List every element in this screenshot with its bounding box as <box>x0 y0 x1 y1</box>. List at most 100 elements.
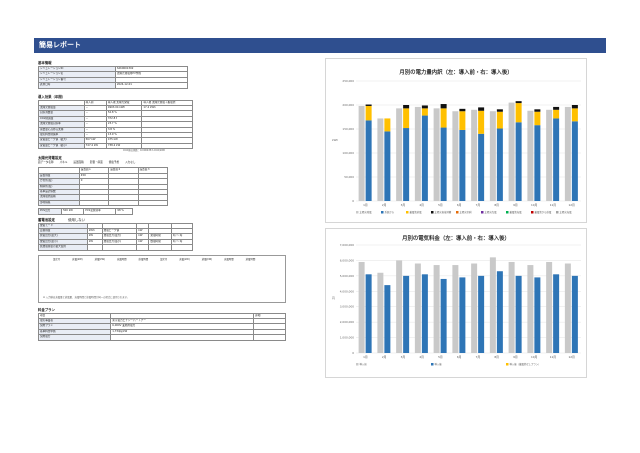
storage-heading: 蓄電池設定 使用しない <box>38 218 328 222</box>
schedule-note: ※ 入力値は充電量と放電量、充電時間と放電時間が同一の場合に使用されます。 <box>43 295 130 299</box>
bar-after-0 <box>384 285 391 353</box>
x-tick-label: 1月 <box>363 203 368 207</box>
legend-swatch <box>356 211 359 214</box>
bar-after-0 <box>403 128 410 201</box>
cost-chart: 月別の電気料金（左：導入前・右：導入後） 0 1,000,000 2,000,000… <box>325 228 587 378</box>
bar-after-0 <box>365 120 372 201</box>
bar-after-2 <box>534 109 541 112</box>
legend-swatch <box>506 211 509 214</box>
storage-row: 充放電容量の最大使用 <box>38 244 194 251</box>
bar-before <box>414 106 421 201</box>
legend-label: 系統から <box>385 210 395 214</box>
solar-row-cell <box>137 199 169 207</box>
bar-before <box>433 265 440 353</box>
legend-label: 蓄電池充電 <box>510 210 523 214</box>
schedule-header-item: 充電(kW) <box>72 257 83 261</box>
bar-before <box>546 109 553 201</box>
bar-after-0 <box>515 122 522 201</box>
y-axis-label: 円 <box>332 296 335 300</box>
y-tick-label: 0 <box>352 199 354 203</box>
bar-after-1 <box>571 108 578 122</box>
legend-label: 導入後（蓄電池なしプラン） <box>510 362 541 366</box>
bar-after-2 <box>478 107 485 111</box>
effect-row-cell: 567 kW <box>83 137 107 144</box>
x-tick-label: 8月 <box>494 203 499 207</box>
bar-after-0 <box>403 275 410 353</box>
bar-after-0 <box>515 275 522 353</box>
solar-line: 面データ名称 パネル 設置面積 影響・斜面 発電予想 入力なし <box>38 161 328 165</box>
bar-after-2 <box>571 105 578 109</box>
energy-chart: 月別の電力量内訳（左：導入前・右：導入後） 0 50,000 100,000 150,… <box>325 58 587 223</box>
x-tick-label: 6月 <box>457 355 462 359</box>
y-tick-label: 200,000 <box>342 103 354 107</box>
schedule-header-item: 充電(kW) <box>179 257 190 261</box>
effect-row: 受電量ピーク値（最小） 747.4 kW 738.2 kW <box>38 142 193 150</box>
pcs-row: PCS出力 500 kW PCS変換効率 98 % <box>38 208 133 215</box>
effect-row-cell <box>141 142 193 150</box>
bar-after-0 <box>553 118 560 201</box>
legend-label: 太陽光直接消費 <box>435 210 452 214</box>
bar-before <box>527 110 534 201</box>
bar-after-0 <box>553 274 560 353</box>
y-tick-label: 1,000,000 <box>340 336 354 340</box>
storage-status: 使用しない <box>68 217 86 222</box>
pcs-row-cell: 500 kW <box>60 208 85 215</box>
bar-after-0 <box>421 115 428 201</box>
schedule-header-item: 放電時間 <box>138 257 149 261</box>
bar-before <box>471 109 478 201</box>
bar-after-0 <box>571 275 578 353</box>
bar-after-2 <box>496 109 503 112</box>
bar-after-0 <box>534 125 541 201</box>
y-tick-label: 6,000,000 <box>340 258 354 262</box>
legend-swatch <box>481 211 484 214</box>
legend-swatch <box>556 211 559 214</box>
x-tick-label: 11月 <box>550 355 557 359</box>
bar-before <box>508 261 515 353</box>
bar-after-1 <box>365 105 372 121</box>
y-tick-label: 0 <box>352 351 354 355</box>
tariff-heading: 料金プラン <box>38 307 55 312</box>
x-tick-label: 3月 <box>401 355 406 359</box>
legend-label: 導入前 <box>360 362 368 366</box>
legend-label: 蓄電池から放電 <box>535 210 552 214</box>
solar-row-cell: 部材損失 <box>38 199 80 207</box>
bar-after-0 <box>421 274 428 353</box>
y-axis-label: kWh <box>332 138 338 142</box>
basic-table: シミュレーションID S2K0001302 シミュレーション名 太陽光発電用PV作成シ… <box>38 65 189 89</box>
bar-before <box>452 265 459 353</box>
left-column: 基本情報 シミュレーションID S2K0001302 シミュレーション名 太陽光発電用… <box>37 58 328 341</box>
bar-before <box>358 261 365 353</box>
bar-after-2 <box>440 104 447 109</box>
report-title: 簡易レポート <box>34 38 606 53</box>
solar-line-item: 発電予想 <box>108 161 120 165</box>
bar-after-1 <box>496 111 503 129</box>
storage-row-cell: 時 ～ 時 <box>170 233 194 240</box>
basic-row-cell: 2024-12-01 <box>114 82 189 89</box>
x-tick-label: 11月 <box>550 203 557 207</box>
bar-after-1 <box>478 110 485 134</box>
bar-after-1 <box>515 103 522 123</box>
storage-row: 放電出力(最小) kW 放電出力(最小) kW 放電時間時 ～ 時 <box>38 238 194 246</box>
bar-before <box>358 105 365 201</box>
tariff-row-cell: 契約電力 <box>37 334 112 341</box>
x-tick-label: 1月 <box>363 355 368 359</box>
cost-chart-title: 月別の電気料金（左：導入前・右：導入後） <box>402 236 510 242</box>
x-tick-label: 12月 <box>568 203 575 207</box>
y-tick-label: 2,000,000 <box>340 320 354 324</box>
energy-chart-svg: 0 50,000 100,000 150,000 200,000 250,000 kWh 1月… <box>332 79 581 214</box>
solar-row-cell <box>78 199 110 207</box>
pcs-row-cell: 98 % <box>115 208 133 215</box>
y-tick-label: 7,000,000 <box>340 243 354 247</box>
x-tick-label: 4月 <box>419 355 424 359</box>
schedule-header-item: 放電(kW) <box>201 257 213 261</box>
tariff-row-cell <box>253 334 286 341</box>
legend-swatch <box>431 211 434 214</box>
bar-after-1 <box>459 111 466 130</box>
effect-row-cell: 受電量ピーク値（最小） <box>38 142 85 150</box>
legend-swatch <box>531 211 534 214</box>
x-tick-label: 7月 <box>476 355 481 359</box>
effect-row: 自家消費量－ 52.8 % <box>38 110 193 117</box>
basic-row-cell: 試算日時 <box>38 82 116 89</box>
x-tick-label: 6月 <box>457 203 462 207</box>
